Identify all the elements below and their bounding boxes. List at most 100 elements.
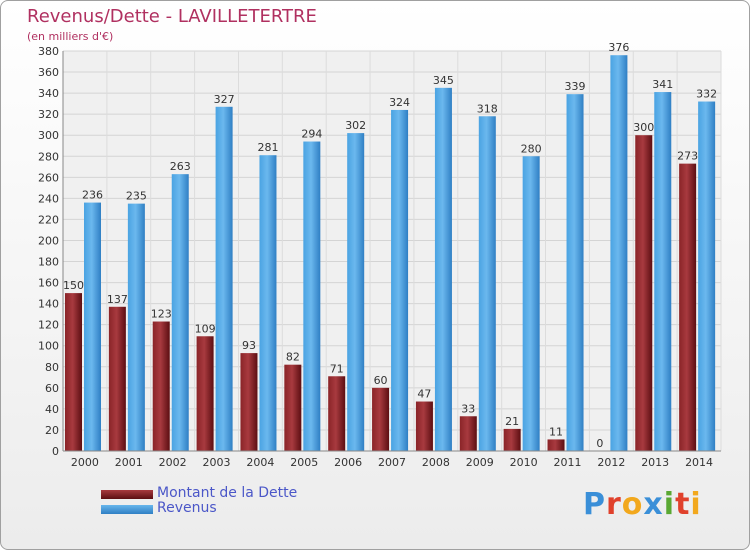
bar-dette [503, 428, 521, 451]
data-label-dette: 47 [417, 388, 431, 401]
data-label-dette: 273 [677, 150, 698, 163]
bar-revenus [215, 106, 233, 451]
proxiti-logo: Proxiti [583, 487, 702, 522]
y-tick-label: 340 [38, 87, 59, 100]
data-label-revenus: 332 [696, 88, 717, 101]
legend-swatch-dette [101, 490, 153, 499]
data-label-revenus: 236 [82, 189, 103, 202]
y-tick-label: 380 [38, 45, 59, 58]
legend-swatch-revenus [101, 505, 153, 514]
bar-dette [65, 293, 82, 451]
x-tick-label: 2010 [510, 456, 538, 469]
x-tick-label: 2012 [597, 456, 625, 469]
x-tick-label: 2002 [159, 456, 187, 469]
x-tick-label: 2007 [378, 456, 406, 469]
data-label-revenus: 235 [126, 190, 147, 203]
x-tick-label: 2003 [203, 456, 231, 469]
y-tick-label: 0 [52, 445, 59, 458]
x-tick-label: 2000 [71, 456, 99, 469]
bar-revenus [610, 55, 628, 452]
y-tick-label: 60 [45, 382, 59, 395]
data-label-dette: 11 [549, 425, 563, 438]
legend-label-dette: Montant de la Dette [157, 485, 298, 501]
bar-dette [547, 439, 565, 451]
y-tick-label: 220 [38, 213, 59, 226]
data-label-revenus: 263 [170, 160, 191, 173]
bar-dette [328, 376, 346, 451]
x-tick-label: 2014 [685, 456, 713, 469]
bar-dette [196, 336, 214, 451]
bar-dette [415, 401, 433, 451]
x-tick-label: 2001 [115, 456, 143, 469]
bar-revenus [698, 101, 716, 452]
data-label-dette: 0 [596, 437, 603, 450]
data-label-dette: 150 [63, 279, 84, 292]
bar-dette [240, 353, 258, 451]
data-label-revenus: 324 [389, 96, 410, 109]
data-label-revenus: 281 [257, 141, 278, 154]
bar-revenus [434, 87, 452, 451]
x-tick-label: 2013 [641, 456, 669, 469]
y-tick-label: 240 [38, 192, 59, 205]
x-tick-label: 2005 [290, 456, 318, 469]
data-label-revenus: 327 [214, 93, 235, 106]
bar-dette [459, 416, 477, 451]
y-tick-label: 40 [45, 403, 59, 416]
data-label-dette: 21 [505, 415, 519, 428]
data-label-dette: 71 [330, 362, 344, 375]
x-tick-label: 2006 [334, 456, 362, 469]
data-label-revenus: 345 [433, 74, 454, 87]
bar-dette [635, 135, 653, 452]
y-tick-label: 140 [38, 298, 59, 311]
chart-subtitle: (en milliers d'€) [27, 30, 114, 43]
bar-dette [284, 364, 302, 451]
bar-revenus [566, 94, 584, 451]
data-label-dette: 300 [633, 121, 654, 134]
data-label-dette: 109 [195, 322, 216, 335]
data-label-revenus: 302 [345, 119, 366, 132]
y-tick-label: 360 [38, 66, 59, 79]
bar-revenus [522, 156, 540, 451]
y-tick-label: 300 [38, 129, 59, 142]
data-label-dette: 93 [242, 339, 256, 352]
y-tick-label: 80 [45, 361, 59, 374]
x-tick-label: 2004 [246, 456, 274, 469]
x-tick-label: 2009 [466, 456, 494, 469]
bar-revenus [654, 92, 672, 451]
bar-dette [152, 321, 170, 451]
y-tick-label: 20 [45, 424, 59, 437]
legend-label-revenus: Revenus [157, 500, 217, 516]
bar-revenus [478, 116, 496, 452]
data-label-revenus: 339 [565, 80, 586, 93]
y-tick-label: 120 [38, 319, 59, 332]
bar-revenus [303, 141, 321, 452]
y-tick-label: 180 [38, 256, 59, 269]
data-label-revenus: 280 [521, 142, 542, 155]
bar-dette [108, 306, 126, 451]
bar-revenus [127, 203, 145, 451]
data-label-revenus: 376 [608, 41, 629, 54]
y-tick-label: 100 [38, 340, 59, 353]
x-tick-label: 2011 [553, 456, 581, 469]
y-tick-label: 200 [38, 234, 59, 247]
y-tick-label: 160 [38, 277, 59, 290]
data-label-revenus: 341 [652, 78, 673, 91]
data-label-revenus: 294 [301, 128, 322, 141]
data-label-revenus: 318 [477, 102, 498, 115]
data-label-dette: 33 [461, 402, 475, 415]
bar-dette [679, 163, 697, 451]
bar-dette [372, 387, 390, 451]
data-label-dette: 137 [107, 293, 128, 306]
data-label-dette: 60 [374, 374, 388, 387]
x-tick-label: 2008 [422, 456, 450, 469]
chart-title: Revenus/Dette - LAVILLETERTRE [27, 6, 317, 27]
bar-revenus [391, 109, 409, 452]
y-tick-label: 320 [38, 108, 59, 121]
bar-revenus [347, 133, 365, 451]
bar-revenus [259, 155, 277, 452]
bar-revenus [84, 202, 101, 451]
bar-revenus [171, 174, 189, 451]
y-tick-label: 260 [38, 171, 59, 184]
